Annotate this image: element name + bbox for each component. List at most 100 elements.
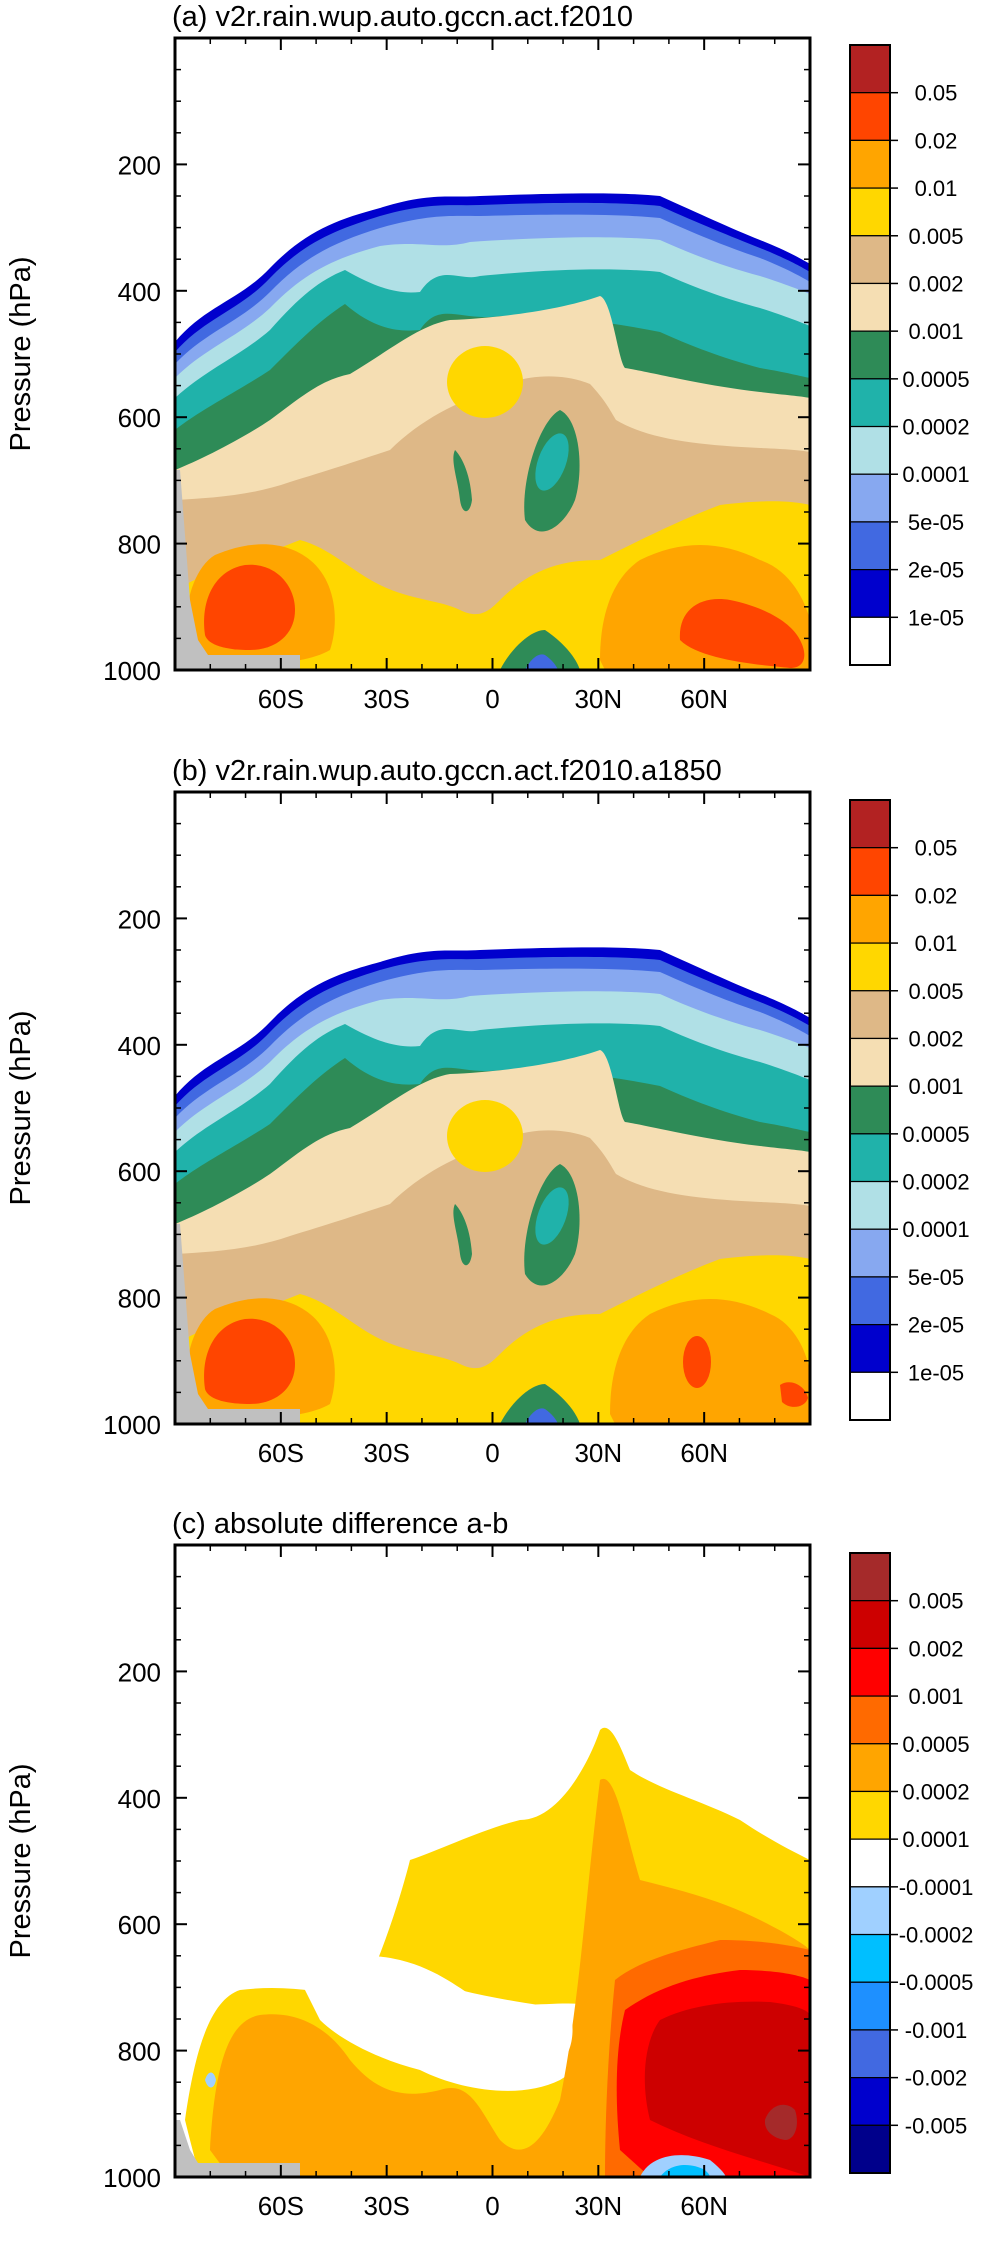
colorbar-swatch [849,1647,891,1697]
colorbar-label: 0.05 [915,81,958,106]
colorbar-label: -0.001 [905,2018,967,2043]
colorbar-swatch [849,1790,891,1840]
y-tick-label: 600 [118,1910,161,1940]
panel-b-ylabel: Pressure (hPa) [5,1010,37,1205]
colorbar-label: 2e-05 [908,1313,964,1338]
panel-c-field [175,1545,810,2177]
a-missing-region [175,470,300,670]
y-tick-label: 800 [118,530,161,560]
y-tick-label: 600 [118,1157,161,1187]
y-tick-label: 400 [118,1784,161,1814]
colorbar-swatch [849,1552,891,1602]
colorbar-label: 5e-05 [908,1265,964,1290]
colorbar-swatch [849,569,891,618]
panel-a-colorbar: 0.05 0.02 0.01 0.005 0.002 0.001 0.0005 0.0002 0… [849,44,970,666]
x-tick-label: 60S [258,2191,304,2221]
c-blue-spot [205,2072,216,2088]
colorbar-label: 0.002 [908,271,963,296]
colorbar-frame [849,1552,891,2174]
colorbar-swatch [849,282,891,332]
x-tick-label: 0 [485,1438,499,1468]
x-tick-label: 60N [680,684,728,714]
b-yellow-core [447,1100,523,1172]
colorbar-swatch [849,1743,891,1793]
colorbar-swatch [849,1228,891,1278]
colorbar-swatch [849,990,891,1040]
y-tick-label: 400 [118,277,161,307]
a-level-0.02-nh [679,599,805,668]
panel-b-field [175,947,810,1424]
colorbar-label: 0.05 [915,836,958,861]
panel-c-axes: 60S 30S 0 30N 60N 200 400 600 800 1000 [103,1545,810,2221]
x-tick-label: 60N [680,2191,728,2221]
panel-a: (a) v2r.rain.wup.auto.gccn.act.f2010 [5,1,970,714]
b-tropic-bottom [500,1384,580,1424]
b-level-0.02-nh [683,1336,711,1388]
colorbar-swatch [849,521,891,571]
a-level-0.02 [204,564,295,650]
b-tropic-blue [525,1408,558,1424]
colorbar-swatch [849,378,891,428]
colorbar-label: 0.01 [915,931,958,956]
colorbar-swatch [849,894,891,944]
colorbar-swatch [849,1981,891,2031]
b-teal-eye [535,1187,569,1245]
panel-b-axes: 60S 30S 0 30N 60N 200 400 600 800 1000 [103,792,810,1468]
x-tick-label: 60S [258,1438,304,1468]
x-tick-label: 30N [574,1438,622,1468]
colorbar-swatch [849,1933,891,1983]
colorbar-label: -0.0002 [899,1923,974,1948]
panel-c-title: (c) absolute difference a-b [172,1508,508,1540]
colorbar-label: 0.005 [908,224,963,249]
colorbar-label: 0.0001 [902,462,969,487]
colorbar-label: 0.0002 [902,1779,969,1804]
c-white-mid [355,1985,573,2080]
x-tick-label: 60S [258,684,304,714]
colorbar-swatch [849,1838,891,1888]
colorbar-label: 0.01 [915,176,958,201]
colorbar-swatch [849,799,891,849]
y-tick-label: 200 [118,150,161,180]
colorbar-label: 0.001 [908,319,963,344]
c-cyan-bottom [660,2164,710,2177]
colorbar-swatch [849,235,891,285]
colorbar-swatch [849,44,891,94]
c-missing-region [175,2120,300,2177]
x-tick-label: 30S [364,684,410,714]
colorbar-frame [849,799,891,1421]
colorbar-label: 2e-05 [908,558,964,583]
colorbar-swatch [849,92,891,141]
a-yellow-core [447,346,523,418]
b-missing-region [175,1224,300,1424]
colorbar-swatch [849,2077,891,2126]
colorbar-swatch [849,187,891,237]
colorbar-label: 0.005 [908,979,963,1004]
colorbar-swatch [849,425,891,475]
colorbar-swatch [849,1085,891,1135]
a-tropic-blue [525,654,558,670]
panel-a-axes: 60S 30S 0 30N 60N 200 400 600 800 1000 [103,38,810,714]
colorbar-swatch [849,847,891,896]
colorbar-label: -0.002 [905,2066,967,2091]
colorbar-label: -0.0005 [899,1970,974,1995]
colorbar-label: 5e-05 [908,510,964,535]
y-tick-label: 600 [118,403,161,433]
colorbar-swatch [849,1324,891,1373]
y-tick-label: 1000 [103,656,161,686]
colorbar-label: -0.0001 [899,1875,974,1900]
colorbar-label: 0.002 [908,1026,963,1051]
x-tick-label: 30N [574,684,622,714]
colorbar-swatch [849,942,891,992]
a-teal-eye [535,433,569,491]
colorbar-label: -0.005 [905,2113,967,2138]
colorbar-swatch [849,1886,891,1936]
c-level-0.005 [764,2104,797,2140]
colorbar-label: 0.0001 [902,1827,969,1852]
colorbar-label: 1e-05 [908,605,964,630]
colorbar-swatch [849,1600,891,1649]
colorbar-label: 0.0002 [902,1170,969,1195]
x-tick-label: 30N [574,2191,622,2221]
colorbar-label: 0.0005 [902,367,969,392]
